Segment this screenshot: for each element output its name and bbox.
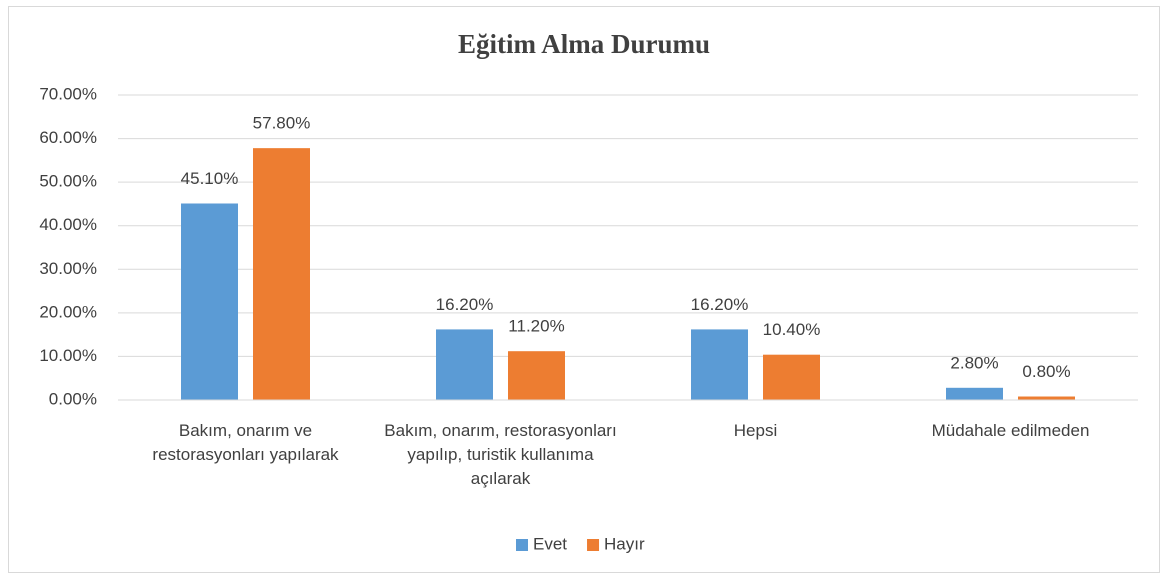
bar bbox=[181, 203, 238, 400]
data-label: 57.80% bbox=[253, 114, 311, 133]
data-label: 11.20% bbox=[508, 317, 564, 336]
bar bbox=[253, 148, 310, 400]
chart-title: Eğitim Alma Durumu bbox=[458, 29, 710, 59]
legend-label: Evet bbox=[533, 534, 567, 553]
data-label: 0.80% bbox=[1022, 362, 1070, 381]
y-tick-label: 50.00% bbox=[39, 172, 97, 191]
bar bbox=[946, 387, 1003, 400]
y-tick-label: 10.00% bbox=[39, 346, 97, 365]
bar bbox=[1018, 396, 1075, 400]
legend-swatch bbox=[587, 539, 600, 551]
legend-label: Hayır bbox=[604, 534, 645, 553]
bar bbox=[763, 354, 820, 400]
bar bbox=[691, 329, 748, 400]
data-label: 2.80% bbox=[950, 353, 998, 372]
x-tick-label: Hepsi bbox=[734, 421, 777, 440]
bar bbox=[436, 329, 493, 400]
data-label: 16.20% bbox=[436, 295, 494, 314]
y-tick-label: 30.00% bbox=[39, 259, 97, 278]
x-tick-label: Müdahale edilmeden bbox=[932, 421, 1090, 440]
y-tick-label: 0.00% bbox=[49, 389, 97, 408]
x-tick-label: Bakım, onarım, restorasyonları yapılıp, t… bbox=[384, 421, 616, 488]
y-tick-label: 70.00% bbox=[39, 84, 97, 103]
data-label: 10.40% bbox=[763, 320, 821, 339]
y-tick-label: 20.00% bbox=[39, 302, 97, 321]
data-label: 16.20% bbox=[691, 295, 749, 314]
bar bbox=[508, 351, 565, 400]
y-tick-label: 60.00% bbox=[39, 128, 97, 147]
y-tick-label: 40.00% bbox=[39, 215, 97, 234]
legend-swatch bbox=[516, 539, 528, 551]
data-label: 45.10% bbox=[181, 169, 239, 188]
x-tick-label: Bakım, onarım ve restorasyonları yapılara… bbox=[152, 421, 339, 464]
